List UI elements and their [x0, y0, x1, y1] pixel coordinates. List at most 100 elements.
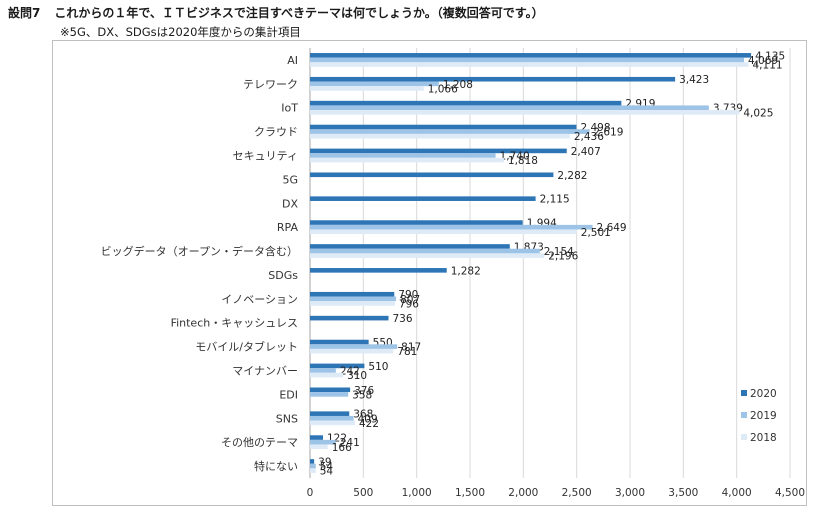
data-label-2019: 2,649: [597, 222, 627, 234]
bar-2019: [310, 57, 745, 63]
category-label: クラウド: [254, 126, 298, 139]
bar-2019: [310, 368, 336, 373]
x-tick-label: 2,500: [562, 487, 592, 499]
category-label: SDGs: [268, 269, 298, 282]
bar-2020: [310, 76, 676, 82]
data-label-2018: 4,025: [743, 107, 773, 119]
bar-2020: [310, 291, 395, 297]
bar-2018: [310, 133, 570, 139]
bar-2019: [310, 439, 336, 445]
data-label-2019: 807: [400, 294, 420, 306]
question-text: これからの１年で、ＩＴビジネスで注目すべきテーマは何でしょうか。（複数回答可です…: [54, 6, 544, 20]
category-label: ビッグデータ（オープン・データ含む）: [101, 244, 298, 258]
bar-2019: [310, 463, 316, 469]
data-label-2020: 39: [318, 456, 331, 468]
bar-2020: [310, 244, 510, 249]
bar-2018: [310, 372, 344, 378]
data-label-2018: 166: [332, 442, 352, 454]
category-label: IoT: [281, 102, 298, 115]
question-number: 設問7: [8, 6, 41, 20]
legend-swatch-2018: [741, 434, 747, 440]
legend-swatch-2020: [741, 390, 747, 396]
data-label-2020: 790: [398, 289, 418, 301]
data-label-2020: 2,115: [540, 194, 570, 206]
bar-2020: [310, 339, 369, 345]
category-label: Fintech・キャッシュレス: [171, 317, 298, 330]
chart-title: 設問7 これからの１年で、ＩＴビジネスで注目すべきテーマは何でしょうか。（複数回答…: [8, 4, 544, 21]
bar-2018: [310, 62, 749, 67]
category-label: その他のテーマ: [221, 436, 298, 449]
data-label-2019: 358: [352, 389, 372, 401]
bar-2018: [310, 348, 394, 354]
bar-2020: [310, 53, 752, 58]
data-label-2018: 796: [399, 298, 419, 310]
data-label-2018: 2,501: [581, 227, 611, 239]
category-label: モバイル/タブレット: [195, 340, 298, 354]
data-label-2019: 2,154: [544, 246, 574, 258]
bar-2020: [310, 411, 350, 416]
bar-2019: [310, 248, 540, 254]
category-label: SNS: [276, 412, 298, 425]
category-label: 特にない: [254, 459, 298, 473]
bar-2019: [310, 105, 709, 111]
bar-2018: [310, 157, 504, 163]
legend-swatch-2019: [741, 412, 747, 418]
bar-2018: [310, 301, 395, 306]
data-label-2018: 4,111: [753, 60, 783, 72]
data-label-2019: 4,069: [748, 55, 778, 67]
data-label-2018: 1,818: [508, 155, 538, 167]
x-tick-label: 1,000: [402, 487, 432, 499]
bar-2018: [310, 444, 328, 450]
data-label-2020: 368: [353, 409, 373, 421]
bar-2018: [310, 86, 424, 91]
bar-2019: [310, 81, 439, 87]
data-label-2020: 4,135: [755, 50, 785, 62]
category-label: テレワーク: [243, 78, 298, 91]
bar-2019: [310, 153, 496, 158]
data-label-2019: 817: [401, 342, 421, 354]
chart-frame: [52, 40, 807, 506]
legend-label-2020: 2020: [750, 388, 777, 400]
bar-2019: [310, 344, 398, 349]
x-tick-label: 500: [353, 487, 373, 499]
x-tick-label: 2,000: [508, 487, 538, 499]
bar-2020: [310, 315, 389, 321]
x-tick-label: 0: [307, 487, 314, 499]
bar-2019: [310, 392, 349, 397]
data-label-2020: 510: [368, 361, 388, 373]
data-label-2018: 2,196: [548, 251, 578, 263]
x-tick-label: 3,500: [668, 487, 698, 499]
bar-2020: [310, 124, 577, 130]
category-label: イノベーション: [221, 293, 298, 306]
bar-2020: [310, 363, 365, 369]
x-tick-label: 4,000: [722, 487, 752, 499]
data-label-2018: 1,066: [428, 83, 458, 95]
chart-note: ※5G、DX、SDGsは2020年度からの集計項目: [60, 25, 301, 39]
data-label-2019: 1,208: [443, 79, 473, 91]
data-label-2019: 242: [340, 366, 360, 378]
category-label: DX: [282, 197, 298, 210]
category-label: RPA: [277, 221, 299, 234]
bar-2018: [310, 468, 316, 473]
data-label-2018: 781: [397, 346, 417, 358]
bar-2018: [310, 420, 356, 426]
bar-2020: [310, 268, 447, 273]
bar-2020: [310, 172, 554, 178]
bar-2020: [310, 100, 622, 106]
legend-label-2018: 2018: [750, 432, 777, 444]
bar-2018: [310, 110, 740, 115]
category-label: マイナンバー: [232, 365, 298, 378]
data-label-2019: 409: [358, 413, 378, 425]
category-label: AI: [287, 54, 298, 67]
x-tick-label: 1,500: [455, 487, 485, 499]
data-label-2020: 2,282: [557, 170, 587, 182]
data-label-2020: 3,423: [679, 74, 709, 86]
bar-2020: [310, 220, 523, 225]
data-label-2019: 54: [320, 461, 334, 473]
data-label-2020: 2,407: [571, 146, 601, 158]
bar-2020: [310, 435, 324, 440]
bar-2020: [310, 387, 351, 393]
bar-2018: [310, 253, 545, 258]
data-label-2020: 736: [393, 313, 413, 325]
